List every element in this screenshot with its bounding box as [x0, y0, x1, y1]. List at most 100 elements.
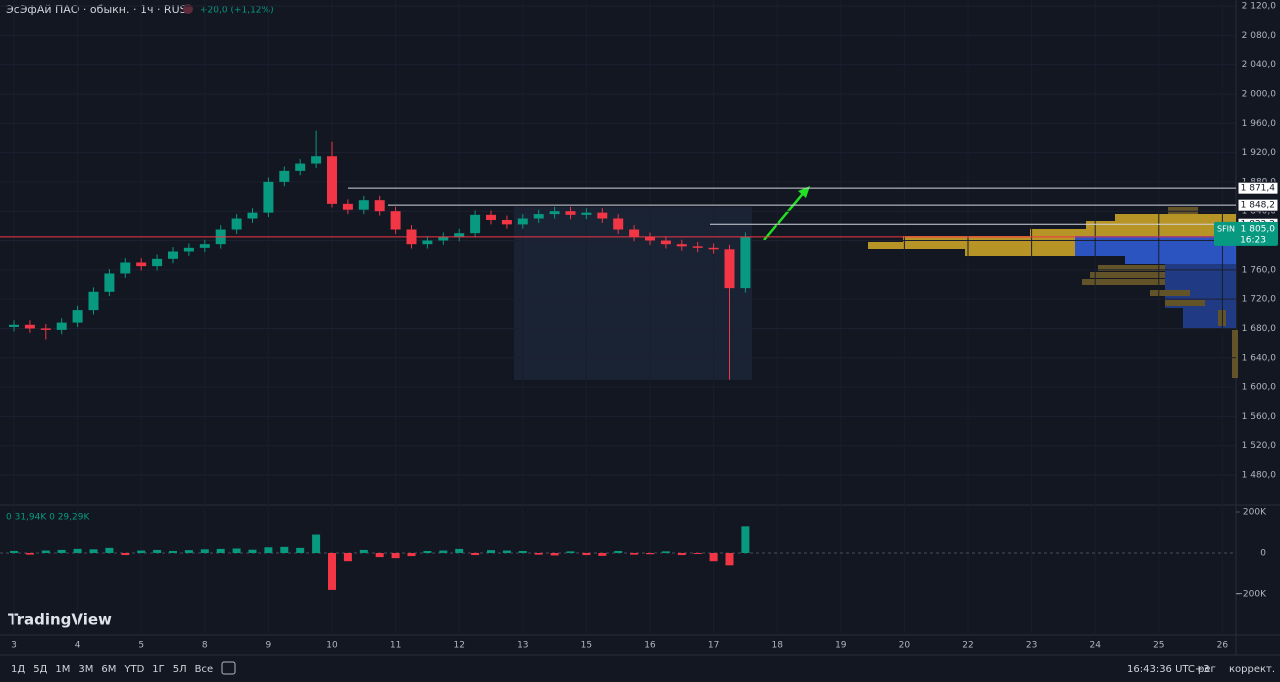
ticker-label: SFIN [1217, 224, 1235, 233]
y-tick-label: 1 960,0 [1242, 119, 1277, 129]
volume-bar [296, 547, 305, 553]
candle-body [168, 251, 178, 259]
y-tick-label: 2 080,0 [1242, 31, 1277, 41]
profile-bar [1086, 221, 1236, 229]
volume-bar [328, 553, 336, 590]
last-price-label: 1 805,0 [1241, 224, 1276, 234]
volume-bar [566, 551, 575, 553]
volume-bar [455, 548, 464, 553]
y-tick-label: 1 680,0 [1242, 324, 1277, 334]
candle-body [231, 218, 242, 230]
candle-body [565, 211, 576, 215]
x-tick-label: 3 [11, 641, 17, 651]
range-button[interactable]: 3М [78, 664, 93, 675]
candle-body [692, 246, 703, 248]
x-tick-label: 13 [517, 641, 528, 651]
range-button[interactable]: Все [195, 664, 214, 675]
arrow-shaft [763, 189, 807, 241]
volume-bar [614, 550, 623, 553]
candle-body [104, 273, 115, 292]
candle-body [676, 244, 687, 247]
volume-bar [10, 550, 18, 553]
x-tick-label: 19 [835, 641, 847, 651]
volume-bar [741, 526, 750, 553]
candle-body [645, 236, 655, 241]
range-button[interactable]: 1М [55, 664, 70, 675]
volume-bar [137, 550, 146, 553]
candle-body [152, 258, 163, 267]
volume-bar [391, 553, 400, 559]
volume-bar [534, 553, 543, 555]
volume-bar [502, 550, 511, 553]
volume-bar [518, 550, 527, 553]
candle-body [72, 310, 83, 323]
volume-bar [471, 553, 480, 556]
candle-body [422, 240, 433, 245]
candle-body [581, 212, 592, 215]
candle-body [390, 211, 401, 230]
x-tick-label: 12 [453, 641, 464, 651]
y-tick-label: 1 840,0 [1242, 207, 1277, 217]
y-tick-label: 1 520,0 [1242, 441, 1277, 451]
volume-bar [200, 549, 209, 553]
candle-body [597, 212, 608, 219]
profile-bar [1165, 300, 1205, 306]
candle-body [295, 163, 306, 171]
profile-bar [1168, 207, 1198, 214]
volume-bar [677, 553, 686, 556]
level-label-box [1237, 181, 1279, 195]
range-button[interactable]: 1Д [11, 664, 25, 675]
x-tick-label: 18 [771, 641, 783, 651]
symbol-title: ЭсЭфАй ПАО · обыкн. · 1ч · RUS [6, 3, 187, 16]
profile-bar [1075, 236, 1236, 256]
arrow-head [798, 186, 810, 198]
range-button[interactable]: 6М [101, 664, 116, 675]
volume-bar [57, 549, 66, 553]
v-tick-label: −200K [1235, 590, 1267, 600]
profile-bar [1125, 256, 1236, 264]
adjust[interactable]: коррект. [1229, 664, 1275, 675]
volume-bar [41, 550, 50, 553]
candle-body [517, 218, 528, 225]
candle-body [708, 247, 719, 250]
profile-bar [1232, 330, 1238, 378]
brand-logo: TradingView [8, 611, 112, 629]
volume-bar [169, 550, 177, 553]
level-label: 1 848,2 [1241, 201, 1275, 211]
candle-body [629, 229, 640, 237]
y-tick-label: 2 000,0 [1242, 89, 1277, 99]
candle-body [136, 262, 147, 267]
v-tick-label: 0 [1260, 549, 1266, 559]
date-range-icon[interactable] [221, 661, 236, 675]
y-tick-label: 1 920,0 [1242, 148, 1277, 158]
session[interactable]: рег [1198, 664, 1216, 675]
range-button[interactable]: 1Г [152, 664, 164, 675]
x-tick-label: 16 [644, 641, 656, 651]
range-button[interactable]: YTD [123, 664, 144, 675]
x-tick-label: 8 [202, 641, 208, 651]
candle-body [24, 324, 35, 329]
volume-legend: 0 31,94K 0 29,29K [6, 513, 90, 523]
candle-body [327, 156, 337, 204]
profile-bar [1030, 229, 1236, 236]
volume-bar [248, 549, 257, 553]
x-tick-label: 22 [962, 641, 973, 651]
volume-bar [630, 553, 639, 555]
volume-bar [25, 553, 34, 555]
y-tick-label: 2 120,0 [1242, 2, 1277, 12]
x-tick-label: 11 [390, 641, 401, 651]
candle-body [501, 219, 512, 225]
candle-body [533, 214, 544, 219]
volume-bar [312, 534, 321, 553]
candle-body [120, 262, 131, 274]
range-button[interactable]: 5Д [33, 664, 47, 675]
volume-bar [598, 553, 607, 556]
volume-bar [661, 551, 670, 553]
candle-body [199, 244, 210, 248]
x-tick-label: 9 [266, 641, 272, 651]
volume-bar [121, 553, 130, 556]
volume-bar [343, 553, 352, 562]
price-change: +20,0 (+1,12%) [200, 6, 274, 16]
range-button[interactable]: 5Л [173, 664, 187, 675]
